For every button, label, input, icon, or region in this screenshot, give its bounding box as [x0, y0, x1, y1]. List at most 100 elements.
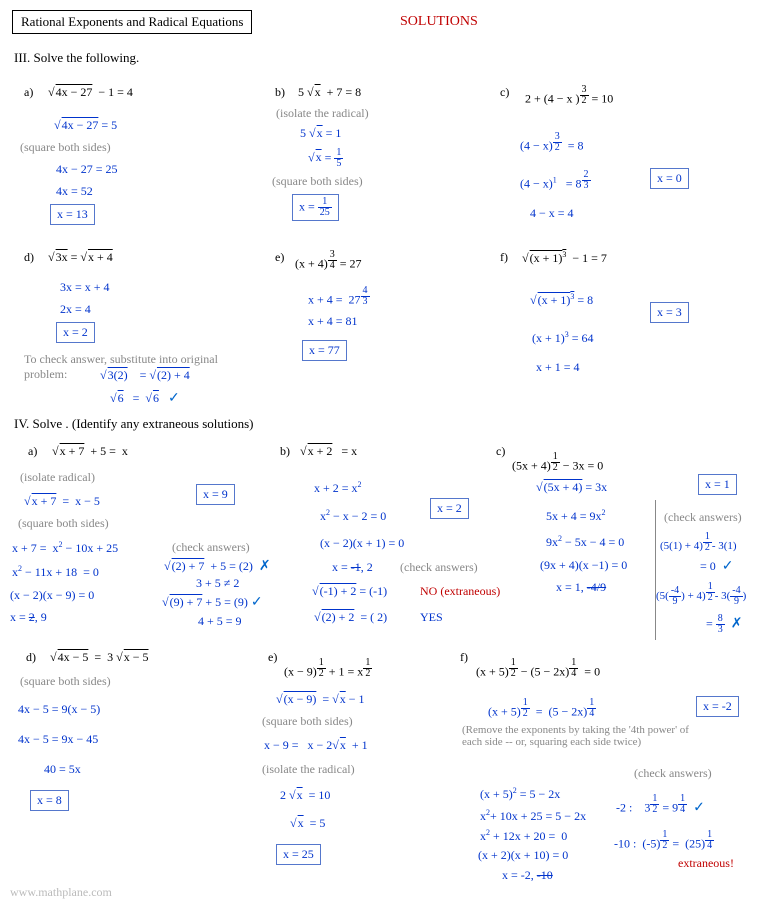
p4f-q: (x + 5)12 − (5 − 2x)14 = 0: [476, 658, 600, 679]
p3c-q: 2 + (4 − x )32 = 10: [525, 85, 613, 106]
p4f-c2r: extraneous!: [678, 856, 734, 871]
p4c-c1: (5(1) + 4)12- 3(1): [660, 532, 737, 553]
p4b-ans: x = 2: [430, 498, 469, 519]
p4d-q: √4x − 5 = 3 √x − 5: [50, 650, 149, 665]
p4e-s2: x − 9 = x − 2√x + 1: [264, 738, 368, 753]
section-4-header: IV. Solve . (Identify any extraneous sol…: [14, 416, 254, 432]
p4c-chk-label: (check answers): [664, 510, 742, 525]
p3e-s2: x + 4 = 81: [308, 314, 358, 329]
p4a-s4: (x − 2)(x − 9) = 0: [10, 588, 94, 603]
title-box: Rational Exponents and Radical Equations: [12, 10, 252, 34]
p4d-ans: x = 8: [30, 790, 69, 811]
p3d-label: d): [24, 250, 34, 265]
p4f-label: f): [460, 650, 468, 665]
p4a-s1: √x + 7 = x − 5: [24, 494, 100, 509]
p3a-label: a): [24, 85, 33, 100]
p4f-s1: (x + 5)12 = (5 − 2x)14: [488, 698, 596, 719]
p3c-s2: (4 − x)1 = 823: [520, 170, 591, 191]
p3b-ans: x = 1 25: [292, 194, 339, 221]
p4a-q: √x + 7 + 5 = x: [52, 444, 128, 459]
p4b-c2: √(2) + 2 = ( 2): [314, 610, 387, 625]
p4a-ans: x = 9: [196, 484, 235, 505]
p4e-ans: x = 25: [276, 844, 321, 865]
p3b-s2: √x = 15: [308, 148, 343, 169]
p3a-ans: x = 13: [50, 204, 95, 225]
p4e-label: e): [268, 650, 277, 665]
p4f-ans: x = -2: [696, 696, 739, 717]
footer-text: www.mathplane.com: [10, 885, 112, 900]
p4e-s4: √x = 5: [290, 816, 325, 831]
p3d-c1: √3(2) = √(2) + 4: [100, 368, 190, 383]
p4a-label: a): [28, 444, 37, 459]
p4e-s3: 2 √x = 10: [280, 788, 330, 803]
p3a-q: √4x − 27 − 1 = 4: [48, 85, 133, 100]
p4c-s5: x = 1, -4/9: [556, 580, 606, 595]
p4b-s1: x + 2 = x2: [314, 480, 362, 496]
p4d-s1: 4x − 5 = 9(x − 5): [18, 702, 100, 717]
p4c-c3: (5(-49) + 4)12- 3(-49): [656, 582, 746, 607]
p4c-s2: 5x + 4 = 9x2: [546, 508, 606, 524]
p3a-note1: (square both sides): [20, 140, 111, 155]
p3b-note1: (isolate the radical): [276, 106, 369, 121]
p3d-ans: x = 2: [56, 322, 95, 343]
p4a-note1: (isolate radical): [20, 470, 95, 485]
p4d-s2: 4x − 5 = 9x − 45: [18, 732, 98, 747]
p3b-q: 5 √x + 7 = 8: [298, 85, 361, 100]
p4e-q: (x − 9)12 + 1 = x12: [284, 658, 372, 679]
p4e-s1: √(x − 9) = √x − 1: [276, 692, 365, 707]
p3f-q: √(x + 1)3 − 1 = 7: [522, 250, 607, 266]
p4f-s2: (x + 5)2 = 5 − 2x: [480, 786, 560, 802]
p3d-s1: 3x = x + 4: [60, 280, 110, 295]
p4c-s1: √(5x + 4) = 3x: [536, 480, 607, 495]
section-3-header: III. Solve the following.: [14, 50, 139, 66]
p4b-chk-label: (check answers): [400, 560, 478, 575]
p4c-label: c): [496, 444, 505, 459]
p4a-c2: 3 + 5 ≠ 2: [196, 576, 239, 591]
p4a-c1: √(2) + 7 + 5 = (2) ✗: [164, 558, 271, 575]
p3c-s3: 4 − x = 4: [530, 206, 574, 221]
p4f-s3: x2+ 10x + 25 = 5 − 2x: [480, 808, 586, 824]
p3f-s2: (x + 1)3 = 64: [532, 330, 594, 346]
p4a-s3: x2 − 11x + 18 = 0: [12, 564, 99, 580]
p3c-s1: (4 − x)32 = 8: [520, 132, 584, 153]
p4d-s3: 40 = 5x: [44, 762, 81, 777]
p3f-s3: x + 1 = 4: [536, 360, 580, 375]
p3e-s1: x + 4 = 2743: [308, 286, 370, 307]
p4c-s3: 9x2 − 5x − 4 = 0: [546, 534, 624, 550]
p4b-s4: x = -1, 2: [332, 560, 373, 575]
p3f-s1: √(x + 1)3 = 8: [530, 292, 593, 308]
p4e-note1: (square both sides): [262, 714, 353, 729]
solutions-header: SOLUTIONS: [400, 14, 478, 30]
p4e-note2: (isolate the radical): [262, 762, 355, 777]
p3c-label: c): [500, 85, 509, 100]
p3f-label: f): [500, 250, 508, 265]
p4a-c3: √(9) + 7 + 5 = (9) ✓: [162, 594, 263, 611]
p4f-note1: (Remove the exponents by taking the '4th…: [462, 724, 692, 748]
p3e-q: (x + 4)34 = 27: [295, 250, 362, 271]
p4f-s6: x = -2, -10: [502, 868, 553, 883]
p4a-chk-label: (check answers): [172, 540, 250, 555]
p4b-s3: (x − 2)(x + 1) = 0: [320, 536, 404, 551]
p4c-divider: [655, 500, 656, 640]
p4a-c4: 4 + 5 = 9: [198, 614, 242, 629]
p4b-c2r: YES: [420, 610, 443, 625]
p4d-note1: (square both sides): [20, 674, 111, 689]
p3a-s3: 4x = 52: [56, 184, 93, 199]
p3e-ans: x = 77: [302, 340, 347, 361]
p4b-q: √x + 2 = x: [300, 444, 357, 459]
p4c-c2: = 0 ✓: [700, 558, 734, 575]
p3f-ans: x = 3: [650, 302, 689, 323]
p3b-label: b): [275, 85, 285, 100]
p3d-s2: 2x = 4: [60, 302, 91, 317]
p4f-c2: -10 : (-5)12 = (25)14: [614, 830, 714, 851]
p4b-label: b): [280, 444, 290, 459]
p4a-s5: x = 2, 9: [10, 610, 47, 625]
p4c-s4: (9x + 4)(x −1) = 0: [540, 558, 627, 573]
p3c-ans: x = 0: [650, 168, 689, 189]
p4f-s4: x2 + 12x + 20 = 0: [480, 828, 567, 844]
p4f-c1: -2 : 312 = 914 ✓: [616, 794, 705, 816]
p4f-s5: (x + 2)(x + 10) = 0: [478, 848, 568, 863]
p3d-c2: √6 = √6 ✓: [110, 390, 180, 407]
p4b-s2: x2 − x − 2 = 0: [320, 508, 386, 524]
p3e-label: e): [275, 250, 284, 265]
